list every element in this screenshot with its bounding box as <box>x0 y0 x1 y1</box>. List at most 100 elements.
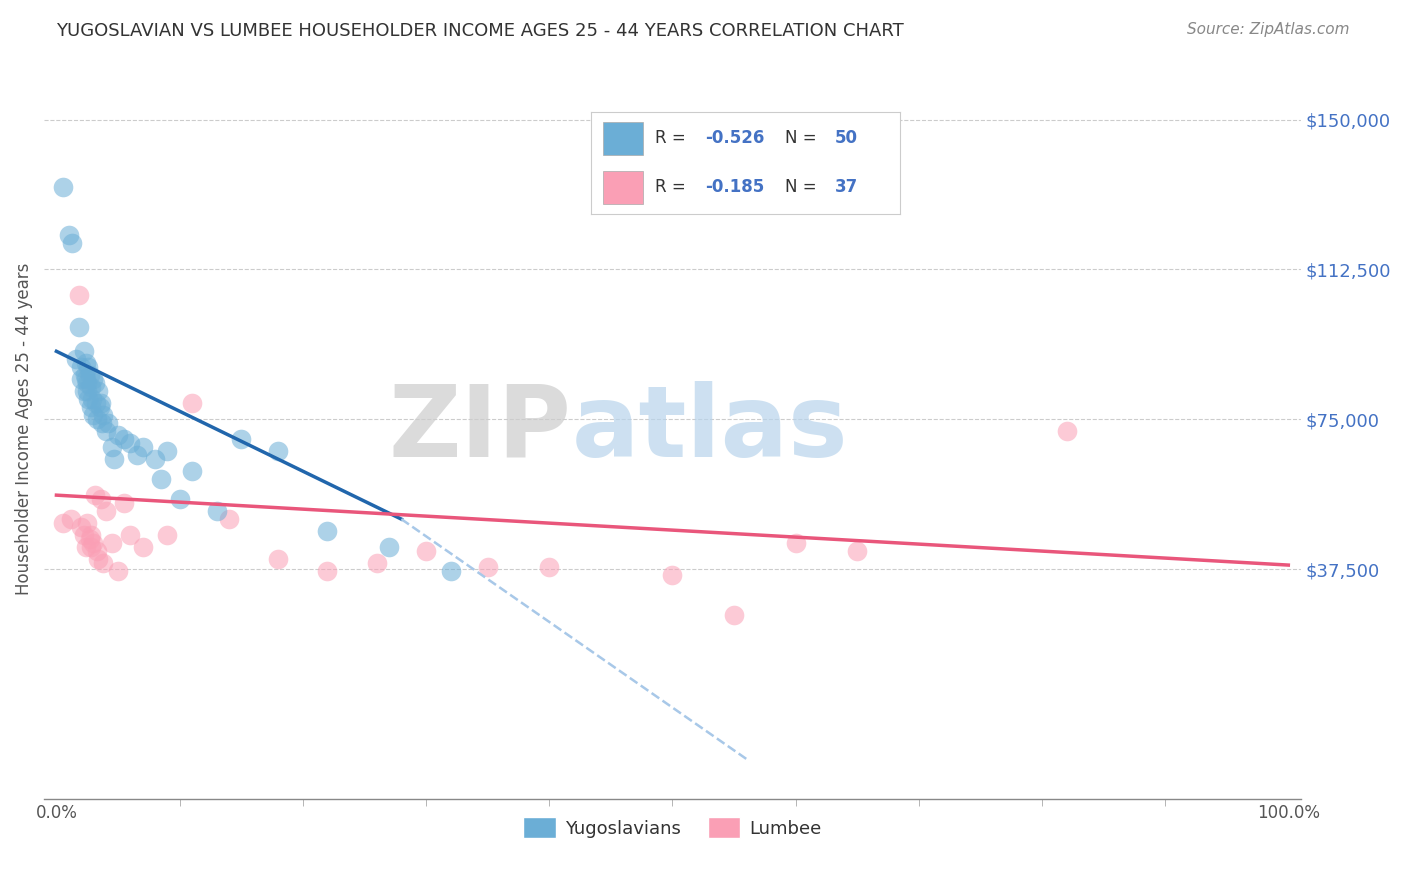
FancyBboxPatch shape <box>603 171 643 204</box>
Point <box>112 496 135 510</box>
Point <box>70 360 93 375</box>
Point <box>415 544 437 558</box>
Point <box>723 607 745 622</box>
Text: 37: 37 <box>835 178 858 196</box>
Point <box>65 352 87 367</box>
Point <box>143 452 166 467</box>
Text: R =: R = <box>655 178 692 196</box>
Point <box>131 540 153 554</box>
Point <box>267 444 290 458</box>
Text: 50: 50 <box>835 129 858 147</box>
Point <box>58 228 80 243</box>
Point <box>90 492 112 507</box>
Text: ZIP: ZIP <box>389 381 572 478</box>
Text: YUGOSLAVIAN VS LUMBEE HOUSEHOLDER INCOME AGES 25 - 44 YEARS CORRELATION CHART: YUGOSLAVIAN VS LUMBEE HOUSEHOLDER INCOME… <box>56 22 904 40</box>
Point <box>91 556 114 570</box>
Point <box>82 536 104 550</box>
Point <box>97 416 120 430</box>
Point <box>76 384 98 399</box>
Point <box>67 320 90 334</box>
Point <box>366 556 388 570</box>
Point <box>101 440 124 454</box>
Point <box>72 528 94 542</box>
Point <box>77 392 100 407</box>
Point <box>156 528 179 542</box>
Point <box>89 401 111 415</box>
Point <box>90 396 112 410</box>
Text: N =: N = <box>786 178 823 196</box>
Point <box>75 540 97 554</box>
Point <box>661 568 683 582</box>
Point <box>80 540 103 554</box>
Point <box>79 532 101 546</box>
FancyBboxPatch shape <box>603 122 643 154</box>
Text: N =: N = <box>786 129 823 147</box>
Point <box>84 396 107 410</box>
Point <box>91 416 114 430</box>
Point <box>83 488 105 502</box>
Text: -0.185: -0.185 <box>704 178 765 196</box>
Point <box>125 448 148 462</box>
Point <box>205 504 228 518</box>
Point <box>267 552 290 566</box>
Point <box>378 540 401 554</box>
Point <box>86 544 108 558</box>
Point <box>82 392 104 407</box>
Point <box>150 472 173 486</box>
Point <box>538 560 561 574</box>
Point <box>785 536 807 550</box>
Point <box>52 516 75 530</box>
Point <box>76 376 98 391</box>
Point <box>76 516 98 530</box>
Point <box>316 524 339 538</box>
Point <box>73 368 96 383</box>
Point <box>94 504 117 518</box>
Point <box>156 444 179 458</box>
Point <box>70 520 93 534</box>
Point <box>440 564 463 578</box>
Point <box>82 409 104 423</box>
Point <box>120 436 142 450</box>
Point <box>52 180 75 194</box>
Text: Source: ZipAtlas.com: Source: ZipAtlas.com <box>1187 22 1350 37</box>
Point <box>60 512 83 526</box>
Legend: Yugoslavians, Lumbee: Yugoslavians, Lumbee <box>516 810 828 846</box>
Text: atlas: atlas <box>572 381 848 478</box>
Point <box>87 384 110 399</box>
Point <box>79 368 101 383</box>
Point <box>169 492 191 507</box>
Point <box>80 380 103 394</box>
Point <box>218 512 240 526</box>
Point <box>316 564 339 578</box>
Point <box>107 564 129 578</box>
Point <box>75 372 97 386</box>
Point <box>87 552 110 566</box>
Point <box>80 401 103 415</box>
Point <box>70 372 93 386</box>
Point <box>62 236 84 251</box>
Point <box>181 464 204 478</box>
Point <box>120 528 142 542</box>
Point <box>103 452 125 467</box>
Point <box>86 412 108 426</box>
Point <box>91 409 114 423</box>
Point <box>72 384 94 399</box>
Point <box>131 440 153 454</box>
Point <box>107 428 129 442</box>
Point <box>77 360 100 375</box>
Point <box>112 432 135 446</box>
Point <box>94 424 117 438</box>
Point <box>82 372 104 386</box>
Point <box>80 528 103 542</box>
Point <box>101 536 124 550</box>
Y-axis label: Householder Income Ages 25 - 44 years: Householder Income Ages 25 - 44 years <box>15 263 32 595</box>
Point <box>72 344 94 359</box>
Point <box>1056 424 1078 438</box>
Point <box>846 544 869 558</box>
Point <box>181 396 204 410</box>
Point <box>231 432 253 446</box>
Point <box>67 288 90 302</box>
Point <box>75 356 97 370</box>
Point <box>83 376 105 391</box>
Text: -0.526: -0.526 <box>704 129 765 147</box>
